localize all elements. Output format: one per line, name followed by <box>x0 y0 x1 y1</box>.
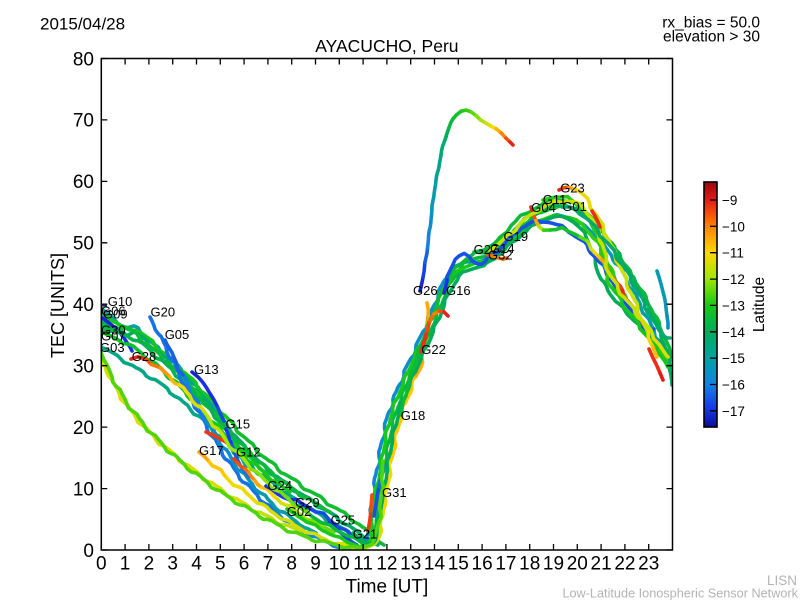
svg-text:G27: G27 <box>474 242 499 257</box>
svg-text:−10: −10 <box>722 219 745 234</box>
svg-text:G14: G14 <box>490 241 515 256</box>
svg-text:G31: G31 <box>382 485 407 500</box>
svg-text:5: 5 <box>215 554 226 575</box>
svg-text:elevation > 30: elevation > 30 <box>663 29 760 46</box>
svg-text:rx_bias = 50.0: rx_bias = 50.0 <box>662 15 760 32</box>
svg-text:AYACUCHO, Peru: AYACUCHO, Peru <box>315 36 458 56</box>
svg-text:9: 9 <box>310 554 321 575</box>
svg-text:−15: −15 <box>722 351 745 366</box>
svg-text:19: 19 <box>543 554 564 575</box>
svg-text:G03: G03 <box>100 340 125 355</box>
svg-text:G12: G12 <box>236 445 261 460</box>
svg-text:10: 10 <box>329 554 350 575</box>
svg-text:0: 0 <box>83 541 94 562</box>
svg-text:13: 13 <box>400 554 421 575</box>
svg-text:G23: G23 <box>560 180 585 195</box>
svg-text:G29: G29 <box>295 495 320 510</box>
svg-text:60: 60 <box>73 172 94 193</box>
svg-text:G13: G13 <box>194 362 219 377</box>
svg-text:G02: G02 <box>287 504 312 519</box>
svg-text:−14: −14 <box>722 325 745 340</box>
svg-text:−12: −12 <box>722 272 745 287</box>
svg-text:G24: G24 <box>268 478 293 493</box>
svg-text:G32: G32 <box>488 248 513 263</box>
svg-text:G20: G20 <box>151 305 176 320</box>
svg-text:7: 7 <box>263 554 274 575</box>
svg-text:0: 0 <box>96 554 107 575</box>
svg-text:−13: −13 <box>722 298 745 313</box>
svg-text:20: 20 <box>73 418 94 439</box>
svg-text:G22: G22 <box>421 342 446 357</box>
svg-text:1: 1 <box>120 554 131 575</box>
svg-text:Latitude: Latitude <box>751 277 768 332</box>
svg-text:50: 50 <box>73 234 94 255</box>
svg-text:G05: G05 <box>165 327 190 342</box>
svg-text:17: 17 <box>495 554 516 575</box>
svg-text:16: 16 <box>472 554 493 575</box>
svg-text:G28: G28 <box>132 349 157 364</box>
svg-text:LISN: LISN <box>767 573 797 588</box>
svg-text:−17: −17 <box>722 404 745 419</box>
svg-text:70: 70 <box>73 111 94 132</box>
svg-text:G09: G09 <box>103 307 128 322</box>
svg-text:20: 20 <box>567 554 588 575</box>
svg-text:G06: G06 <box>101 304 126 319</box>
svg-text:G26: G26 <box>413 283 438 298</box>
svg-text:G18: G18 <box>401 408 426 423</box>
svg-text:2: 2 <box>144 554 155 575</box>
svg-text:Time [UT]: Time [UT] <box>346 577 429 598</box>
svg-text:23: 23 <box>638 554 659 575</box>
svg-text:G07: G07 <box>101 329 126 344</box>
svg-text:G01: G01 <box>562 199 587 214</box>
svg-text:80: 80 <box>73 49 94 70</box>
svg-text:G30: G30 <box>101 323 126 338</box>
svg-text:12: 12 <box>376 554 397 575</box>
svg-text:22: 22 <box>614 554 635 575</box>
svg-text:4: 4 <box>191 554 202 575</box>
svg-text:18: 18 <box>519 554 540 575</box>
svg-text:G19: G19 <box>504 229 529 244</box>
svg-text:Low-Latitude Ionospheric Senso: Low-Latitude Ionospheric Sensor Network <box>562 587 798 600</box>
svg-text:G15: G15 <box>226 417 251 432</box>
svg-text:15: 15 <box>448 554 469 575</box>
svg-text:30: 30 <box>73 357 94 378</box>
svg-text:G10: G10 <box>108 294 133 309</box>
svg-text:−9: −9 <box>722 193 737 208</box>
svg-text:8: 8 <box>286 554 297 575</box>
svg-text:14: 14 <box>424 554 446 575</box>
svg-text:3: 3 <box>167 554 178 575</box>
svg-text:G04: G04 <box>531 200 556 215</box>
svg-text:11: 11 <box>353 554 373 575</box>
svg-text:G16: G16 <box>446 283 471 298</box>
svg-text:TEC [UNITS]: TEC [UNITS] <box>48 253 68 358</box>
svg-text:G25: G25 <box>331 513 356 528</box>
svg-text:G11: G11 <box>543 192 567 207</box>
svg-text:6: 6 <box>239 554 250 575</box>
svg-text:10: 10 <box>73 479 94 500</box>
svg-text:−11: −11 <box>722 246 744 261</box>
svg-text:21: 21 <box>591 554 612 575</box>
svg-text:G17: G17 <box>199 443 224 458</box>
svg-text:−16: −16 <box>722 378 745 393</box>
svg-text:G21: G21 <box>353 527 378 542</box>
svg-text:40: 40 <box>73 295 94 316</box>
svg-text:2015/04/28: 2015/04/28 <box>40 15 125 34</box>
